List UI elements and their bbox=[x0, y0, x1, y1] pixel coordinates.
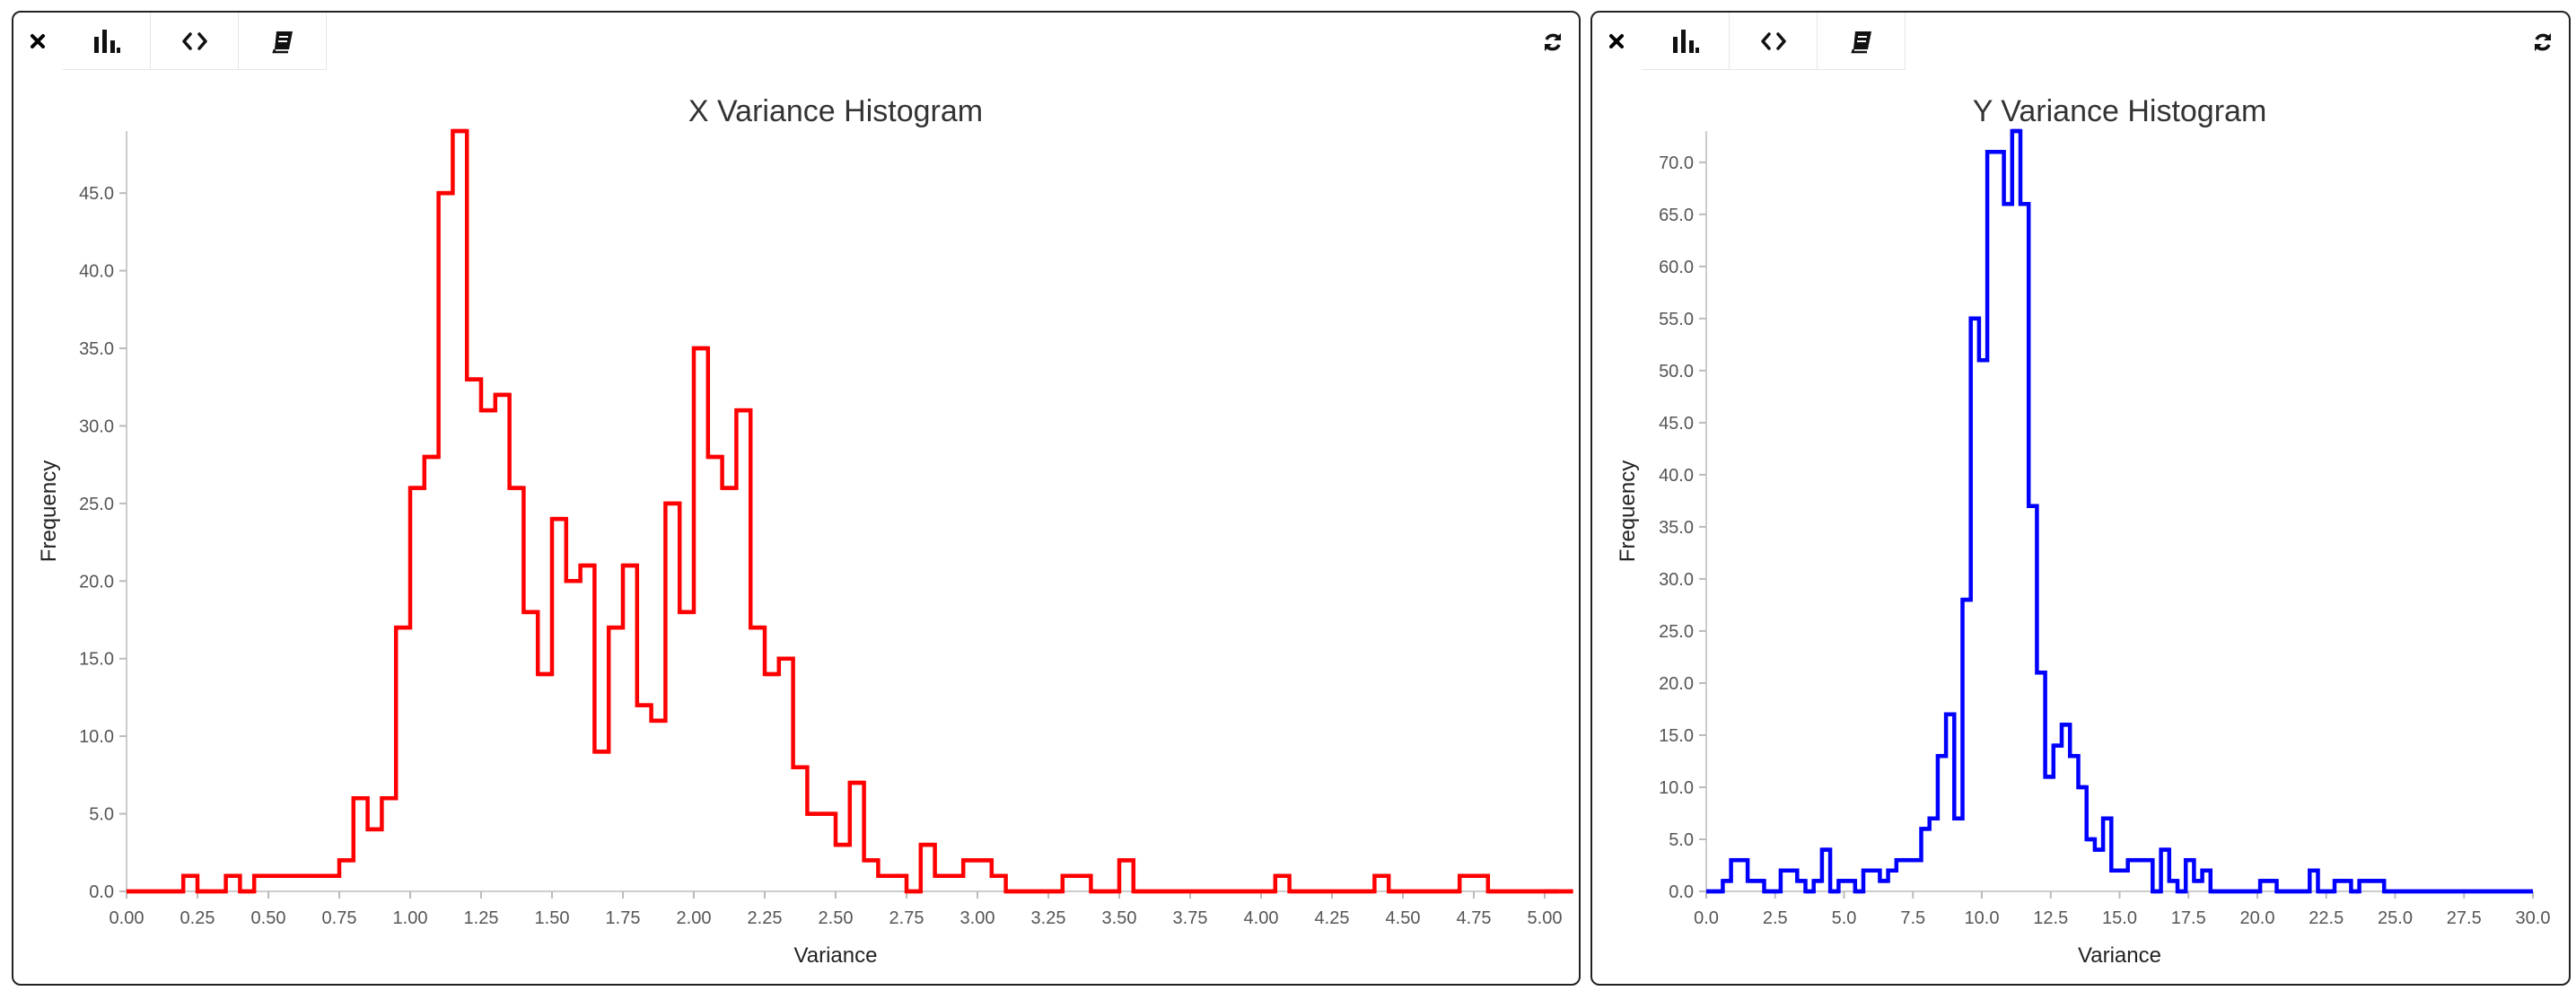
x-tick-label: 27.5 bbox=[2447, 908, 2482, 928]
y-tick-label: 15.0 bbox=[79, 650, 114, 670]
x-tick-label: 30.0 bbox=[2516, 908, 2551, 928]
panel-toolbar bbox=[1592, 13, 1906, 72]
x-tick-label: 3.50 bbox=[1102, 908, 1137, 928]
x-tick-label: 2.00 bbox=[677, 908, 712, 928]
y-tick-label: 5.0 bbox=[1669, 830, 1694, 850]
x-tick-label: 2.5 bbox=[1763, 908, 1788, 928]
x-tick-label: 0.25 bbox=[180, 908, 215, 928]
y-tick-label: 0.0 bbox=[1669, 882, 1694, 902]
y-axis-label: Frequency bbox=[1616, 460, 1640, 562]
book-icon bbox=[1850, 31, 1871, 53]
y-tick-label: 40.0 bbox=[79, 262, 114, 282]
x-tick-label: 2.75 bbox=[889, 908, 924, 928]
x-tick-label: 2.25 bbox=[748, 908, 783, 928]
bar-chart-icon bbox=[1672, 29, 1699, 53]
chart-title: X Variance Histogram bbox=[688, 94, 983, 128]
chart-title: Y Variance Histogram bbox=[1973, 94, 2267, 128]
code-view-button[interactable] bbox=[151, 13, 239, 70]
x-variance-panel: X Variance Histogram 0.00 0.25 0.50 0.75 1.00… bbox=[12, 11, 1581, 986]
y-tick-label: 55.0 bbox=[1659, 310, 1694, 329]
x-tick-label: 1.25 bbox=[464, 908, 499, 928]
y-tick-label: 35.0 bbox=[1659, 518, 1694, 538]
y-tick-label: 50.0 bbox=[1659, 362, 1694, 381]
histogram-step-line bbox=[1706, 128, 2533, 894]
y-tick-label: 5.0 bbox=[89, 805, 114, 825]
panel-toolbar bbox=[13, 13, 327, 72]
x-tick-label: 17.5 bbox=[2171, 908, 2206, 928]
book-icon bbox=[271, 31, 293, 53]
y-tick-label: 0.0 bbox=[89, 882, 114, 902]
y-tick-label: 25.0 bbox=[79, 495, 114, 514]
chart-view-button[interactable] bbox=[1642, 13, 1730, 70]
docs-button[interactable] bbox=[239, 13, 327, 70]
x-tick-label: 0.50 bbox=[251, 908, 286, 928]
y-tick-label: 30.0 bbox=[79, 417, 114, 436]
x-tick-label: 3.75 bbox=[1173, 908, 1208, 928]
x-tick-label: 0.75 bbox=[322, 908, 357, 928]
x-tick-label: 2.50 bbox=[819, 908, 854, 928]
y-tick-label: 45.0 bbox=[79, 184, 114, 204]
x-tick-label: 3.00 bbox=[960, 908, 995, 928]
y-tick-label: 40.0 bbox=[1659, 466, 1694, 486]
x-tick-label: 10.0 bbox=[1965, 908, 2000, 928]
y-tick-label: 45.0 bbox=[1659, 414, 1694, 434]
y-tick-label: 10.0 bbox=[1659, 778, 1694, 798]
x-tick-label: 4.50 bbox=[1386, 908, 1421, 928]
x-tick-label: 22.5 bbox=[2309, 908, 2344, 928]
close-button[interactable] bbox=[1592, 13, 1642, 70]
y-tick-label: 35.0 bbox=[79, 339, 114, 359]
refresh-icon bbox=[2535, 33, 2551, 51]
x-tick-label: 12.5 bbox=[2033, 908, 2068, 928]
y-tick-label: 70.0 bbox=[1659, 153, 1694, 173]
close-icon bbox=[31, 34, 45, 48]
code-icon bbox=[1760, 31, 1786, 50]
x-tick-label: 5.00 bbox=[1528, 908, 1563, 928]
x-axis-label: Variance bbox=[2078, 943, 2161, 968]
x-tick-label: 0.0 bbox=[1694, 908, 1719, 928]
chart-view-button[interactable] bbox=[63, 13, 151, 70]
y-tick-label: 25.0 bbox=[1659, 622, 1694, 642]
x-tick-label: 5.0 bbox=[1832, 908, 1857, 928]
x-tick-label: 0.00 bbox=[110, 908, 145, 928]
x-tick-label: 1.75 bbox=[606, 908, 641, 928]
x-tick-label: 4.25 bbox=[1315, 908, 1350, 928]
y-tick-label: 65.0 bbox=[1659, 206, 1694, 225]
y-tick-label: 30.0 bbox=[1659, 570, 1694, 590]
y-variance-panel: Y Variance Histogram 0.0 2.5 5.0 7.5 10.0 12.5… bbox=[1590, 11, 2571, 986]
code-icon bbox=[181, 31, 207, 50]
refresh-icon bbox=[1545, 33, 1561, 51]
refresh-button[interactable] bbox=[1539, 29, 1566, 56]
x-tick-label: 20.0 bbox=[2240, 908, 2275, 928]
y-tick-label: 20.0 bbox=[1659, 674, 1694, 694]
y-axis-label: Frequency bbox=[37, 460, 61, 562]
docs-button[interactable] bbox=[1818, 13, 1906, 70]
x-tick-label: 3.25 bbox=[1031, 908, 1066, 928]
x-tick-label: 7.5 bbox=[1900, 908, 1925, 928]
bar-chart-icon bbox=[93, 29, 120, 53]
x-tick-label: 4.00 bbox=[1244, 908, 1279, 928]
x-tick-label: 4.75 bbox=[1457, 908, 1492, 928]
close-button[interactable] bbox=[13, 13, 63, 70]
y-tick-label: 20.0 bbox=[79, 572, 114, 592]
y-tick-label: 60.0 bbox=[1659, 258, 1694, 277]
close-icon bbox=[1609, 34, 1624, 48]
refresh-button[interactable] bbox=[2529, 29, 2556, 56]
code-view-button[interactable] bbox=[1730, 13, 1818, 70]
x-tick-label: 25.0 bbox=[2378, 908, 2413, 928]
y-tick-label: 10.0 bbox=[79, 727, 114, 747]
x-axis-label: Variance bbox=[794, 943, 878, 968]
x-tick-label: 1.00 bbox=[393, 908, 428, 928]
x-tick-label: 1.50 bbox=[535, 908, 570, 928]
x-variance-histogram: X Variance Histogram 0.00 0.25 0.50 0.75 1.00… bbox=[37, 94, 1573, 968]
y-tick-label: 15.0 bbox=[1659, 726, 1694, 746]
y-variance-histogram: Y Variance Histogram 0.0 2.5 5.0 7.5 10.0 12.5… bbox=[1616, 94, 2551, 968]
histogram-step-line bbox=[127, 128, 1573, 894]
x-tick-label: 15.0 bbox=[2102, 908, 2137, 928]
